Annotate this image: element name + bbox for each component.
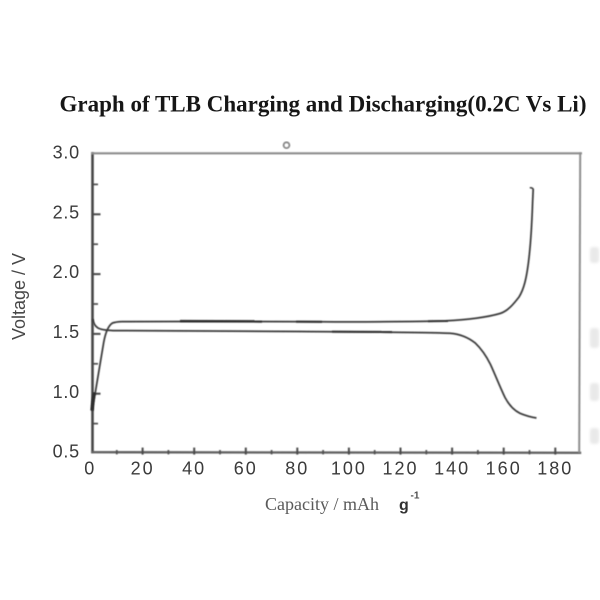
svg-text:2.0: 2.0 [53,262,80,282]
svg-text:20: 20 [131,459,155,479]
svg-text:40: 40 [182,459,206,479]
svg-text:Graph of TLB Charging and Disc: Graph of TLB Charging and Discharging(0.… [60,92,587,117]
svg-text:120: 120 [382,459,418,479]
svg-text:0: 0 [84,459,96,479]
svg-text:Voltage / V: Voltage / V [9,253,29,340]
svg-text:2.5: 2.5 [53,202,80,222]
svg-text:140: 140 [434,459,470,479]
svg-text:-1: -1 [411,491,420,502]
svg-text:1.0: 1.0 [53,382,80,402]
svg-text:60: 60 [234,459,258,479]
svg-text:80: 80 [285,459,309,479]
svg-text:Capacity / mAh: Capacity / mAh [265,494,379,514]
svg-text:3.0: 3.0 [53,143,80,163]
svg-text:160: 160 [486,459,522,479]
svg-text:0.5: 0.5 [53,442,80,462]
svg-text:1.5: 1.5 [53,322,80,342]
svg-text:g: g [399,497,409,514]
svg-text:100: 100 [331,459,367,479]
svg-text:180: 180 [537,459,573,479]
